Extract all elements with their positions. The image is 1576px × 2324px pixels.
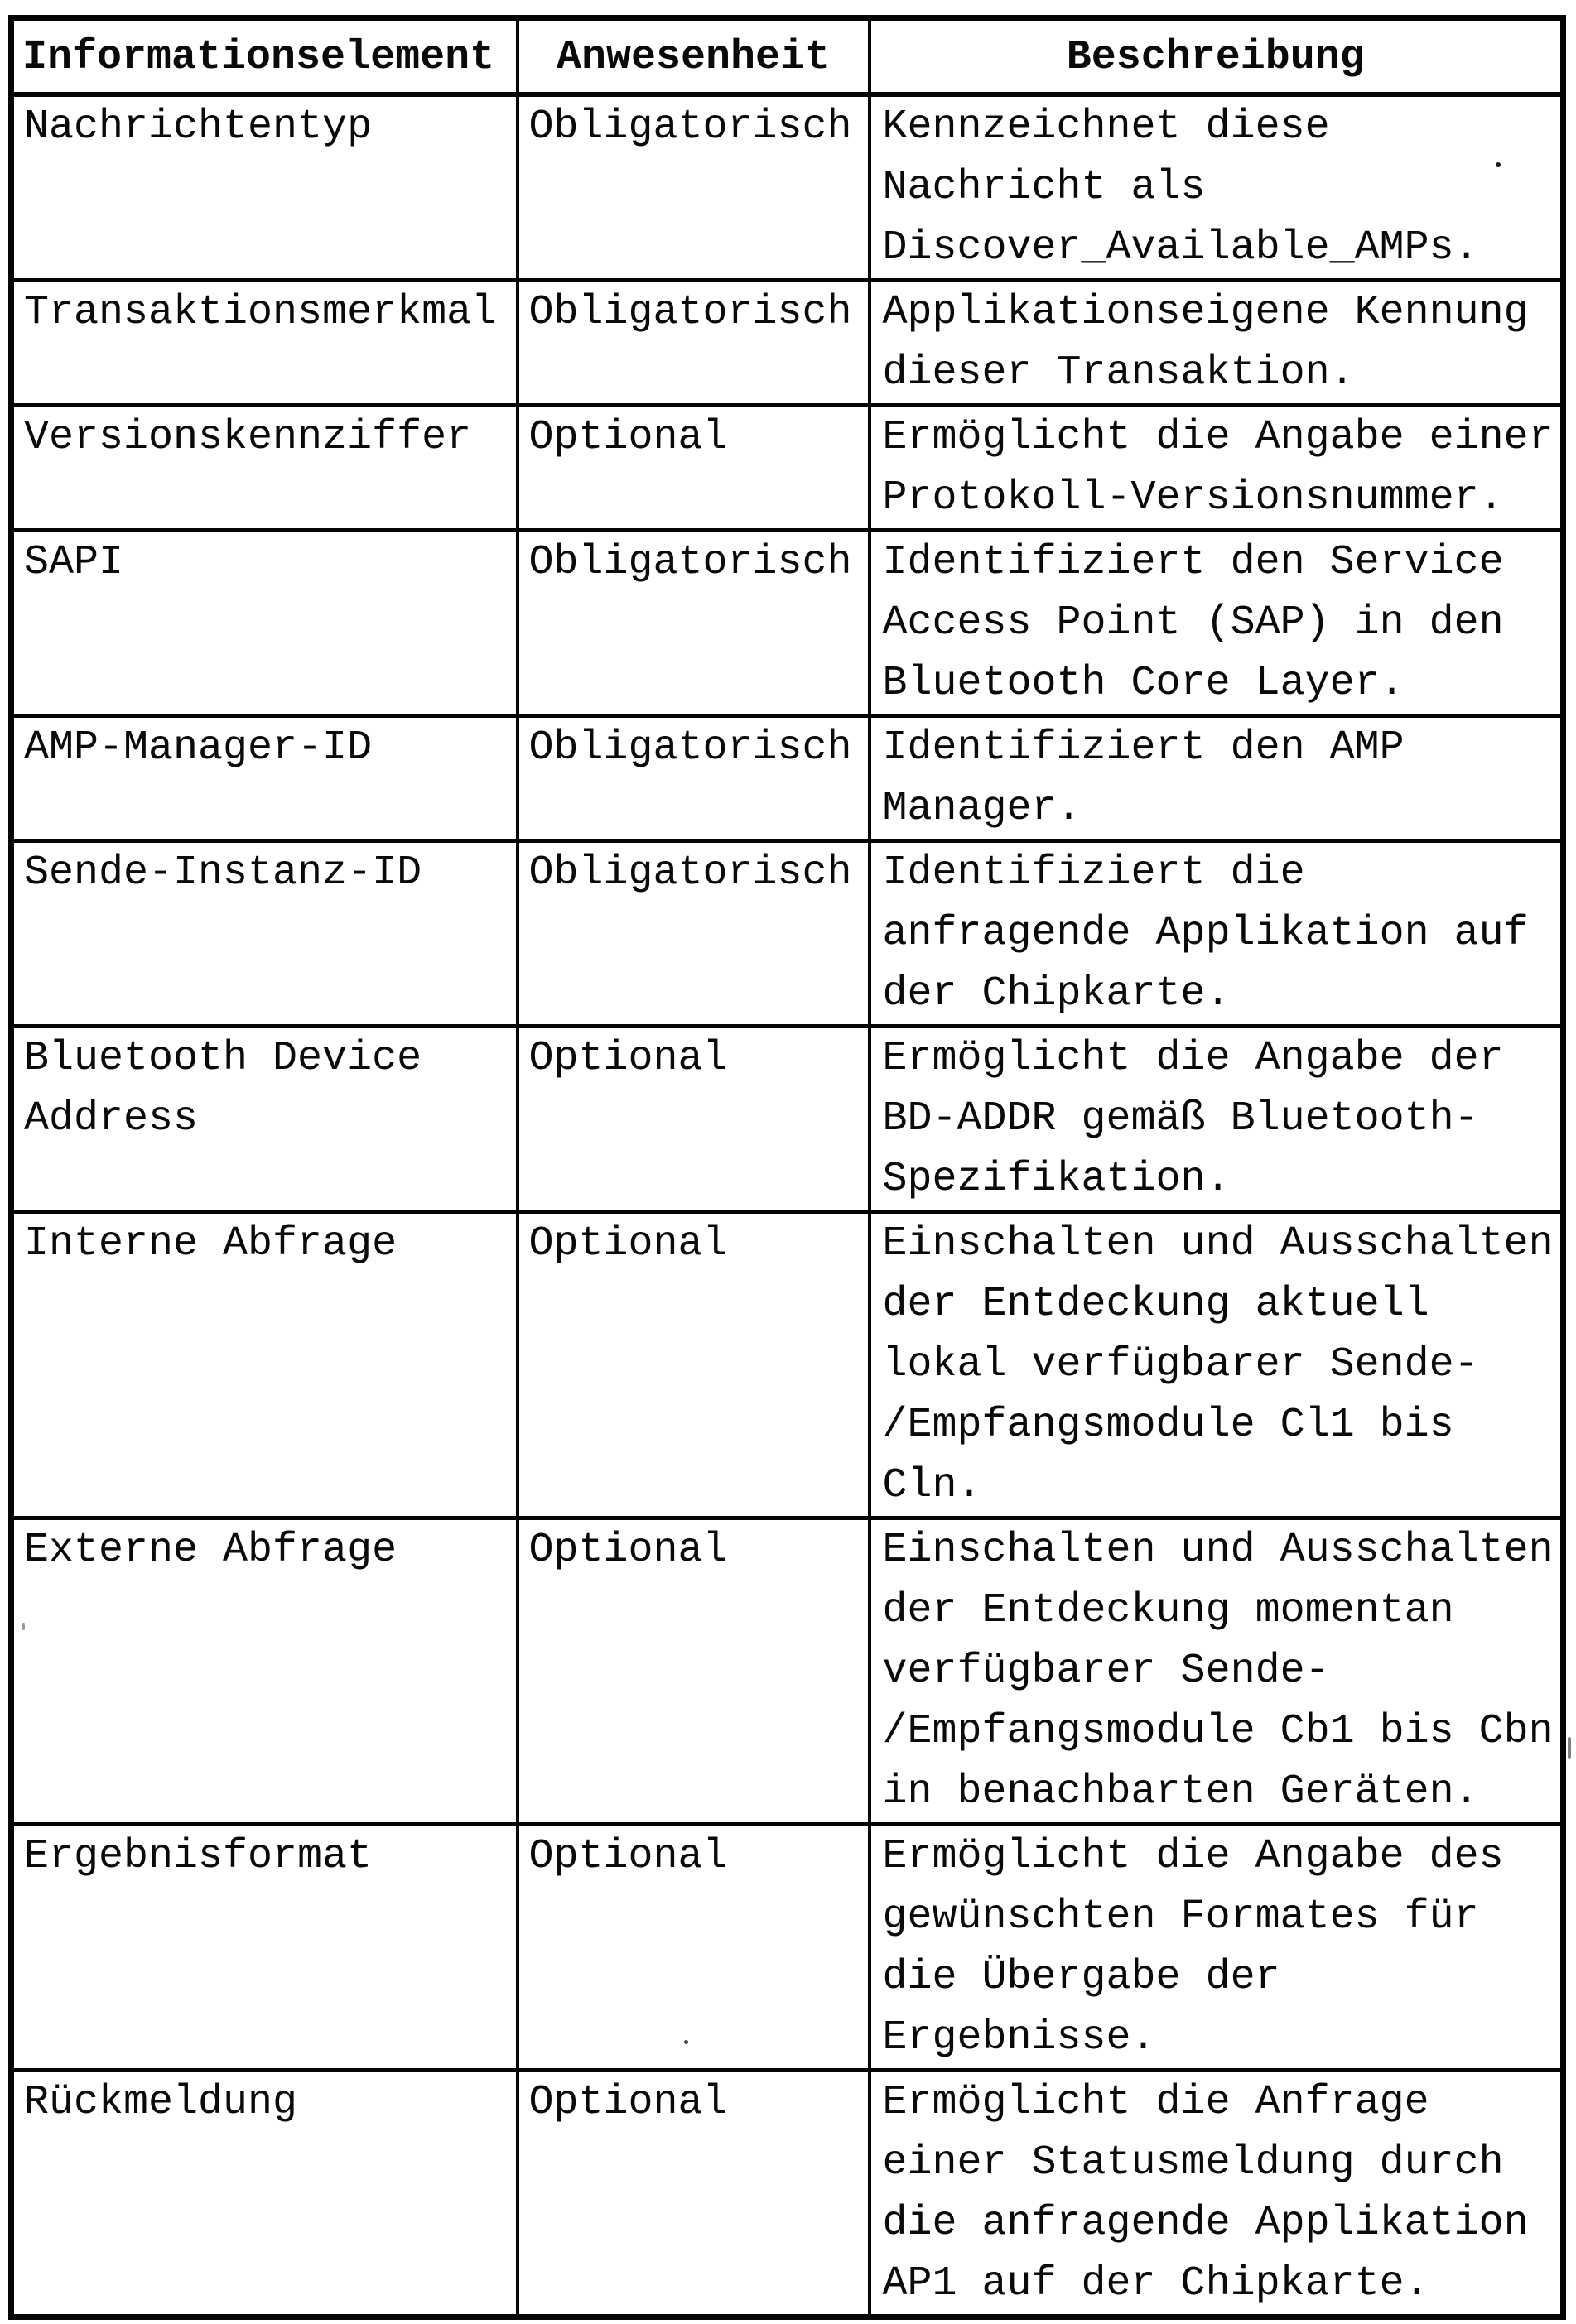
cell-description: Einschalten und Ausschalten der Entdecku… — [867, 1518, 1565, 1826]
cell-element: Versionskennziffer — [9, 405, 519, 532]
cell-element: AMP-Manager-ID — [9, 715, 519, 843]
cell-description: Applikationseigene Kennung dieser Transa… — [867, 280, 1565, 407]
cell-description: Ermöglicht die Anfrage einer Statusmeldu… — [867, 2070, 1565, 2319]
table-row: Nachrichtentyp Obligatorisch Kennzeichne… — [9, 94, 1565, 282]
information-elements-table: Informationselement Anwesenheit Beschrei… — [8, 15, 1566, 2320]
header-anwesenheit: Anwesenheit — [515, 17, 871, 97]
scan-artifact-dot — [684, 2040, 688, 2044]
cell-presence: Obligatorisch — [515, 530, 871, 718]
cell-element: Rückmeldung — [9, 2070, 519, 2319]
header-beschreibung: Beschreibung — [867, 17, 1565, 97]
cell-description: Identifiziert die anfragende Applikation… — [867, 840, 1565, 1028]
cell-presence: Obligatorisch — [515, 94, 871, 282]
table-row: Ergebnisformat Optional Ermöglicht die A… — [9, 1824, 1565, 2072]
cell-element: Sende-Instanz-ID — [9, 840, 519, 1028]
table-row: Transaktionsmerkmal Obligatorisch Applik… — [9, 280, 1565, 407]
cell-element: Nachrichtentyp — [9, 94, 519, 282]
cell-description: Kennzeichnet diese Nachricht als Discove… — [867, 94, 1565, 282]
scan-artifact-mark — [1568, 1737, 1571, 1759]
cell-element: Externe Abfrage — [9, 1518, 519, 1826]
cell-description: Einschalten und Ausschalten der Entdecku… — [867, 1211, 1565, 1520]
table-row: Rückmeldung Optional Ermöglicht die Anfr… — [9, 2070, 1565, 2319]
cell-presence: Optional — [515, 1026, 871, 1214]
cell-description: Identifiziert den AMP Manager. — [867, 715, 1565, 843]
cell-presence: Optional — [515, 405, 871, 532]
cell-description: Ermöglicht die Angabe des gewünschten Fo… — [867, 1824, 1565, 2072]
header-informationselement: Informationselement — [9, 17, 519, 97]
cell-presence: Optional — [515, 1211, 871, 1520]
table-row: Sende-Instanz-ID Obligatorisch Identifiz… — [9, 840, 1565, 1028]
cell-element: Bluetooth Device Address — [9, 1026, 519, 1214]
cell-element: SAPI — [9, 530, 519, 718]
cell-element: Interne Abfrage — [9, 1211, 519, 1520]
cell-presence: Optional — [515, 2070, 871, 2319]
table-row: Interne Abfrage Optional Einschalten und… — [9, 1211, 1565, 1520]
scan-artifact-dot — [1496, 162, 1501, 167]
cell-presence: Optional — [515, 1824, 871, 2072]
table-row: Externe Abfrage Optional Einschalten und… — [9, 1518, 1565, 1826]
scan-artifact-mark — [22, 1623, 25, 1630]
cell-description: Identifiziert den Service Access Point (… — [867, 530, 1565, 718]
cell-element: Transaktionsmerkmal — [9, 280, 519, 407]
cell-presence: Obligatorisch — [515, 715, 871, 843]
table-header-row: Informationselement Anwesenheit Beschrei… — [9, 17, 1565, 97]
cell-presence: Optional — [515, 1518, 871, 1826]
table-row: Bluetooth Device Address Optional Ermögl… — [9, 1026, 1565, 1214]
table-row: SAPI Obligatorisch Identifiziert den Ser… — [9, 530, 1565, 718]
table-row: AMP-Manager-ID Obligatorisch Identifizie… — [9, 715, 1565, 843]
cell-description: Ermöglicht die Angabe der BD-ADDR gemäß … — [867, 1026, 1565, 1214]
cell-presence: Obligatorisch — [515, 840, 871, 1028]
cell-description: Ermöglicht die Angabe einer Protokoll-Ve… — [867, 405, 1565, 532]
cell-presence: Obligatorisch — [515, 280, 871, 407]
table-row: Versionskennziffer Optional Ermöglicht d… — [9, 405, 1565, 532]
cell-element: Ergebnisformat — [9, 1824, 519, 2072]
